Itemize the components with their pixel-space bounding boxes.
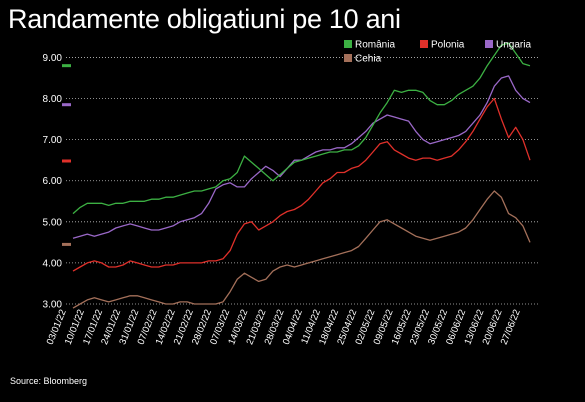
- marker-ungaria: [62, 103, 71, 107]
- legend: România Polonia Ungaria Cehia: [344, 40, 531, 65]
- legend-swatch: [420, 40, 428, 48]
- legend-swatch: [344, 40, 352, 48]
- series-line-românia: [72, 42, 531, 215]
- series-line-polonia: [72, 97, 531, 272]
- marker-cehia: [62, 242, 71, 246]
- chart-title: Randamente obligatiuni pe 10 ani: [8, 4, 401, 34]
- y-tick-label: 3.00: [43, 300, 63, 311]
- y-tick-label: 9.00: [43, 53, 63, 64]
- legend-swatch: [344, 54, 352, 62]
- legend-label: Cehia: [355, 54, 382, 65]
- y-tick-label: 7.00: [43, 135, 63, 146]
- source-note: Source: Bloomberg: [10, 376, 88, 386]
- x-axis-ticks: 03/01/2210/01/2217/01/2224/01/2231/01/22…: [45, 308, 523, 346]
- legend-label: Ungaria: [496, 40, 531, 51]
- legend-label: România: [355, 40, 395, 51]
- series-line-ungaria: [72, 75, 531, 239]
- y-tick-label: 6.00: [43, 176, 63, 187]
- y-axis-ticks: 3.00 4.00 5.00 6.00 7.00 8.00 9.00: [43, 53, 63, 311]
- legend-label: Polonia: [431, 40, 465, 51]
- series-lines: [72, 42, 531, 309]
- marker-polonia: [62, 159, 71, 163]
- y-tick-label: 8.00: [43, 94, 63, 105]
- legend-swatch: [485, 40, 493, 48]
- marker-românia: [62, 64, 71, 68]
- y-tick-label: 4.00: [43, 258, 63, 269]
- grid-lines: [66, 57, 538, 305]
- left-markers: [62, 64, 71, 246]
- series-line-cehia: [72, 190, 531, 309]
- y-tick-label: 5.00: [43, 217, 63, 228]
